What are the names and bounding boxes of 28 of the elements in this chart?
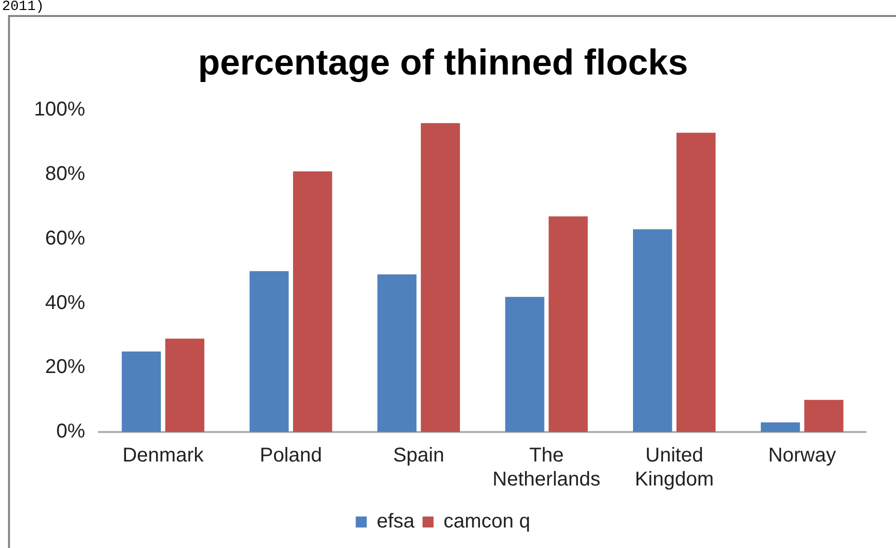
y-tick-label: 80% <box>45 163 86 186</box>
bar <box>633 229 672 432</box>
bar <box>165 338 204 432</box>
y-tick-label: 60% <box>45 227 86 250</box>
bar <box>505 296 544 432</box>
x-tick-label: Norway <box>768 444 836 467</box>
bar <box>420 123 460 432</box>
bar <box>676 132 716 432</box>
y-tick-label: 40% <box>45 292 86 314</box>
x-tick-label: Spain <box>393 444 444 467</box>
x-tick-label: Denmark <box>122 444 205 467</box>
bar <box>250 271 289 432</box>
bar <box>377 274 416 432</box>
bar <box>122 352 161 432</box>
x-tick-label: The Netherlands <box>492 444 600 491</box>
y-tick-label: 20% <box>45 356 86 378</box>
x-tick-label: United Kingdom <box>634 444 714 491</box>
x-tick-label: Poland <box>260 444 322 467</box>
y-tick-label: 100% <box>34 98 86 121</box>
legend-label: efsa <box>376 510 416 533</box>
bar <box>760 422 800 432</box>
y-tick-label: 0% <box>56 420 86 443</box>
bar <box>293 171 332 432</box>
bar <box>804 400 844 432</box>
legend-label: camcon q <box>444 510 530 533</box>
text: 2011) <box>2 0 44 15</box>
bar <box>548 216 588 432</box>
chart-title: percentage of thinned flocks <box>198 42 688 83</box>
